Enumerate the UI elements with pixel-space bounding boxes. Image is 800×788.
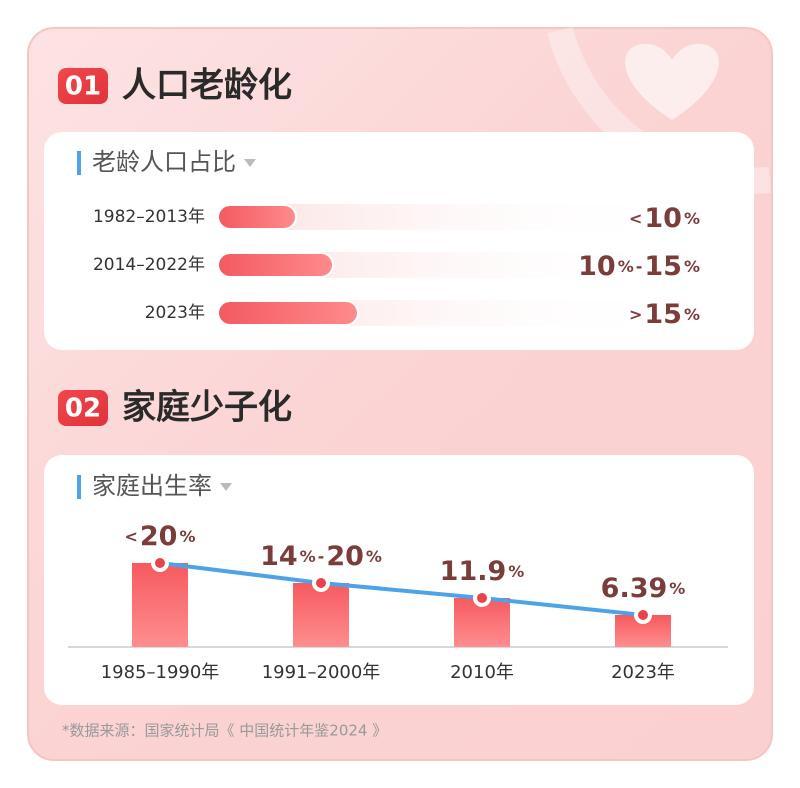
card-title-bar — [77, 151, 81, 175]
label-part: % — [684, 257, 700, 276]
dot-inner — [155, 558, 165, 568]
value-label: 6.39% — [601, 573, 686, 604]
dot-inner — [316, 578, 326, 588]
label-part: 15 — [644, 251, 682, 282]
label-part: % — [618, 257, 634, 276]
label-part: % — [669, 579, 685, 598]
heart-icon — [625, 43, 719, 121]
period-label: 1982–2013年 — [93, 207, 205, 227]
level-bar — [217, 252, 334, 278]
label-part: % — [508, 562, 524, 581]
trend-line — [158, 561, 645, 617]
value-label: <20% — [124, 521, 195, 552]
value-label: >15% — [629, 299, 700, 330]
label-part: % — [179, 527, 195, 546]
section-badge — [58, 390, 108, 426]
label-part: % — [684, 209, 700, 228]
label-part: 20 — [140, 521, 178, 552]
period-label: 2023年 — [145, 303, 205, 323]
label-part: - — [636, 257, 643, 276]
card-title-bar — [77, 475, 81, 499]
label-part: % — [684, 305, 700, 324]
section-title: 家庭少子化 — [122, 388, 292, 428]
source-note: *数据来源：国家统计局《 中国统计年鉴2024 》 — [62, 722, 387, 740]
label-part: < — [629, 209, 642, 228]
label-part: 10 — [578, 251, 616, 282]
label-part: 10 — [644, 203, 682, 234]
card-title: 家庭出生率 — [92, 472, 212, 500]
bar-track — [218, 252, 678, 278]
period-label: 2023年 — [611, 662, 675, 683]
level-bar — [217, 300, 359, 326]
column — [132, 563, 188, 647]
value-label: 14% -20% — [260, 541, 382, 572]
value-label: 11.9% — [440, 556, 525, 587]
label-part: - — [318, 547, 325, 566]
period-label: 2010年 — [450, 662, 514, 683]
level-bar — [217, 204, 297, 230]
section-badge — [58, 68, 108, 104]
dot-inner — [477, 593, 487, 603]
section-number: 02 — [65, 394, 101, 424]
card-title: 老龄人口占比 — [92, 148, 236, 176]
column — [293, 583, 349, 647]
label-part: % — [366, 547, 382, 566]
period-label: 1985–1990年 — [101, 662, 220, 683]
section-title: 人口老龄化 — [122, 66, 292, 106]
period-label: 1991–2000年 — [262, 662, 381, 683]
card — [44, 132, 754, 350]
label-part: > — [629, 305, 642, 324]
label-part: 14 — [260, 541, 298, 572]
dropdown-icon — [244, 159, 256, 167]
section-number: 01 — [65, 72, 101, 102]
period-label: 2014–2022年 — [93, 255, 205, 275]
card — [44, 455, 754, 705]
label-part: 6.39 — [601, 573, 668, 604]
label-part: % — [300, 547, 316, 566]
label-part: 15 — [644, 299, 682, 330]
dot-inner — [638, 610, 648, 620]
label-part: < — [124, 527, 137, 546]
value-label: 10% -15% — [578, 251, 700, 282]
value-label: <10% — [629, 203, 700, 234]
label-part: 20 — [326, 541, 364, 572]
bar-track — [218, 204, 678, 230]
dropdown-icon — [220, 483, 232, 491]
label-part: 11.9 — [440, 556, 507, 587]
